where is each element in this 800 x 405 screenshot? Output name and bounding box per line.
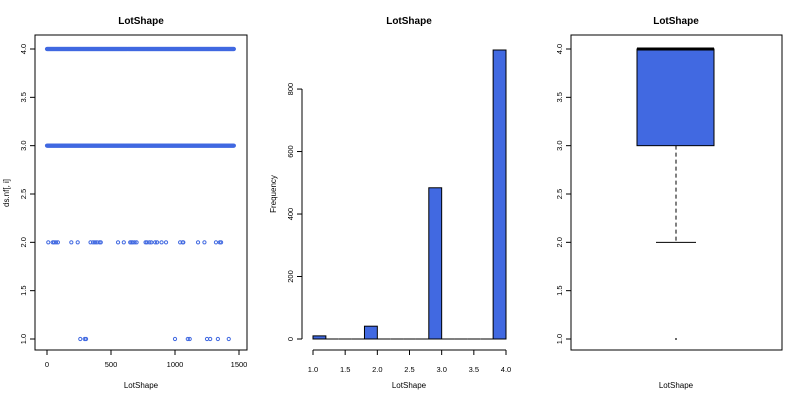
- data-point: [144, 240, 149, 245]
- data-point: [226, 336, 231, 342]
- y-tick-label: 3.5: [19, 92, 28, 102]
- x-tick-label: 1000: [167, 360, 184, 369]
- data-point: [90, 240, 96, 245]
- outlier-point: [675, 338, 677, 340]
- x-axis-label: LotShape: [392, 381, 427, 390]
- data-point: [208, 336, 213, 342]
- data-point: [195, 240, 201, 245]
- chart-title: LotShape: [653, 16, 699, 27]
- x-tick-label: 2.5: [404, 365, 414, 374]
- y-tick-label: 1.5: [555, 285, 564, 295]
- y-tick-label: 0: [286, 337, 295, 341]
- x-tick-label: 3.5: [469, 365, 479, 374]
- data-point: [130, 240, 135, 245]
- data-point: [213, 240, 219, 245]
- data-point: [121, 240, 126, 245]
- y-tick-label: 2.0: [19, 237, 28, 247]
- y-tick-label: 2.5: [555, 189, 564, 199]
- data-point: [53, 240, 59, 245]
- y-tick-label: 4.0: [555, 44, 564, 54]
- data-point: [154, 240, 160, 245]
- y-tick-label: 3.0: [555, 140, 564, 150]
- y-tick-label: 4.0: [19, 44, 28, 54]
- x-tick-label: 3.0: [436, 365, 446, 374]
- y-tick-label: 1.5: [19, 285, 28, 295]
- box-iqr: [636, 48, 715, 147]
- data-point: [185, 336, 190, 342]
- histogram-bar: [492, 49, 507, 340]
- data-point: [46, 240, 51, 245]
- x-tick-label: 2.0: [372, 365, 382, 374]
- data-point: [115, 240, 121, 245]
- data-point: [98, 240, 103, 245]
- y-tick-label: 1.0: [555, 334, 564, 344]
- y-tick-label: 2.5: [19, 189, 28, 199]
- data-point: [153, 240, 158, 245]
- x-tick-label: 1.0: [308, 365, 318, 374]
- plot-frame: [34, 34, 248, 351]
- y-tick-label: 1.0: [19, 334, 28, 344]
- data-point: [187, 336, 192, 342]
- y-tick-label: 3.0: [19, 140, 28, 150]
- histogram-bar: [428, 187, 443, 340]
- x-tick-label: 1.5: [340, 365, 350, 374]
- data-point: [94, 240, 100, 245]
- data-point: [159, 240, 164, 245]
- y-tick-label: 800: [286, 83, 295, 96]
- data-point: [134, 240, 139, 245]
- data-point: [147, 240, 152, 245]
- data-point: [132, 240, 137, 245]
- data-point: [231, 46, 236, 52]
- x-tick-label: 4.0: [501, 365, 511, 374]
- data-point: [231, 143, 236, 148]
- data-point: [69, 240, 74, 245]
- chart-title: LotShape: [118, 16, 164, 27]
- data-point: [149, 240, 154, 245]
- x-axis-label: LotShape: [659, 381, 694, 390]
- data-point: [55, 240, 60, 245]
- y-tick-label: 400: [286, 208, 295, 221]
- y-tick-label: 2.0: [555, 237, 564, 247]
- x-tick-label: 1500: [231, 360, 248, 369]
- data-point: [218, 240, 224, 245]
- x-tick-label: 0: [45, 360, 49, 369]
- data-point: [51, 240, 57, 245]
- x-tick-label: 500: [105, 360, 118, 369]
- y-axis-label: ds.nf[, i]: [2, 179, 11, 207]
- histogram-bar: [312, 335, 327, 340]
- data-point: [215, 336, 220, 342]
- data-point: [78, 336, 83, 342]
- data-point: [75, 240, 80, 245]
- histogram-bar: [363, 325, 378, 340]
- y-axis-label: Frequency: [269, 175, 278, 213]
- y-tick-label: 200: [286, 270, 295, 283]
- y-tick-label: 3.5: [555, 92, 564, 102]
- y-tick-label: 600: [286, 145, 295, 158]
- data-point: [92, 240, 98, 245]
- data-point: [88, 240, 93, 245]
- data-point: [163, 240, 169, 245]
- data-point: [202, 240, 207, 245]
- data-point: [83, 336, 89, 342]
- chart-title: LotShape: [386, 16, 432, 27]
- x-axis-label: LotShape: [124, 381, 159, 390]
- data-point: [172, 336, 178, 342]
- data-point: [181, 240, 186, 245]
